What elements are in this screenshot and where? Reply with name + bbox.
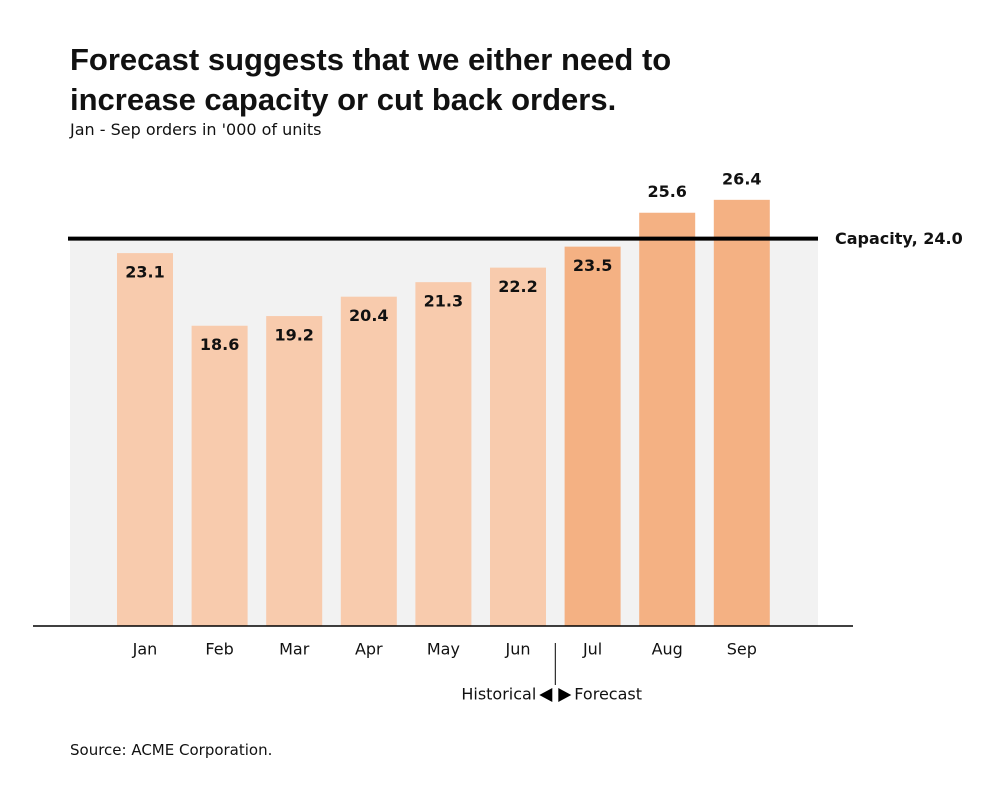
arrow-left — [539, 688, 553, 702]
data-label: 25.6 — [647, 182, 686, 201]
capacity-label: Capacity, 24.0 — [835, 229, 963, 248]
bar — [415, 282, 472, 626]
x-tick-label: Sep — [727, 640, 757, 659]
x-tick-label: May — [427, 640, 460, 659]
x-tick-label: Jun — [505, 640, 531, 659]
data-label: 23.5 — [573, 256, 612, 275]
chart-subtitle: Jan - Sep orders in '000 of units — [70, 120, 322, 139]
x-tick-label: Aug — [652, 640, 683, 659]
data-label: 22.2 — [498, 277, 537, 296]
bar — [340, 296, 397, 626]
x-tick-label: Mar — [279, 640, 310, 659]
source-note: Source: ACME Corporation. — [70, 741, 273, 759]
data-label: 19.2 — [274, 326, 313, 345]
arrow-right — [558, 688, 572, 702]
bar — [266, 316, 323, 626]
x-tick-label: Apr — [355, 640, 383, 659]
bar — [117, 253, 173, 626]
x-tick-label: Feb — [205, 640, 233, 659]
data-label: 23.1 — [125, 263, 164, 282]
legend-label: Forecast — [574, 685, 642, 704]
data-label: 26.4 — [722, 169, 761, 188]
data-label: 21.3 — [424, 292, 463, 311]
x-tick-label: Jan — [132, 640, 158, 659]
legend-label: Historical — [461, 685, 536, 704]
x-tick-label: Jul — [582, 640, 602, 659]
chart-title: Forecast suggests that we either need to… — [70, 42, 672, 117]
bar — [639, 212, 696, 626]
bar — [490, 267, 546, 626]
bar — [713, 199, 770, 627]
data-label: 18.6 — [200, 335, 239, 354]
bar — [191, 325, 248, 626]
bar — [564, 246, 621, 626]
data-label: 20.4 — [349, 306, 388, 325]
